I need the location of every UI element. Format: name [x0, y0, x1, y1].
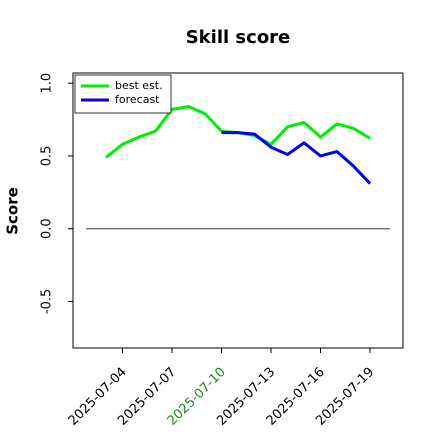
legend-box	[74, 74, 172, 114]
y-tick-label: 1.0	[40, 73, 55, 94]
y-tick-label: 0.0	[40, 218, 55, 239]
y-tick-label: 0.5	[40, 146, 55, 167]
series-line	[221, 131, 372, 185]
y-axis-label: Score	[4, 187, 22, 235]
chart-title: Skill score	[186, 27, 291, 48]
y-tick-label: -0.5	[40, 289, 55, 314]
legend-label: forecast	[115, 93, 160, 106]
plot-frame	[72, 72, 404, 349]
legend-label: best est.	[115, 79, 163, 92]
